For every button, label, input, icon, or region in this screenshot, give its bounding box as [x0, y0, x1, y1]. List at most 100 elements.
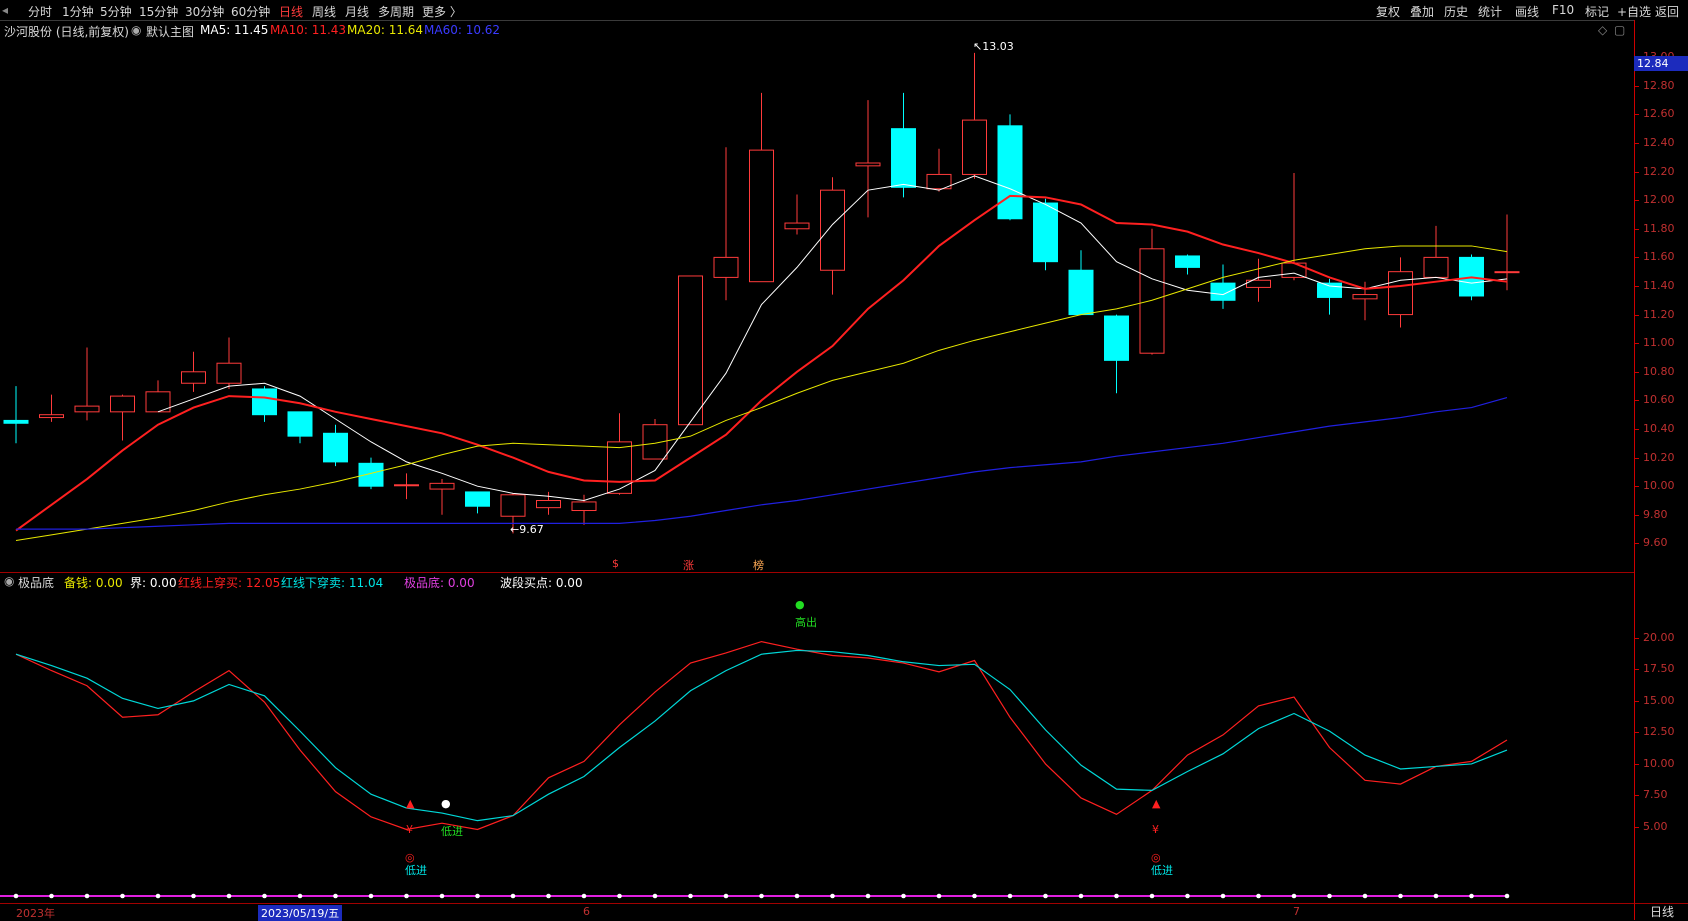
axis-tick-mark — [1635, 543, 1639, 544]
baseline-dot — [1434, 894, 1439, 899]
indicator-axis-label: 17.50 — [1643, 662, 1675, 675]
candle-body — [1353, 295, 1377, 299]
axis-tick-mark — [1635, 638, 1639, 639]
candle-body — [998, 126, 1022, 219]
baseline-dot — [156, 894, 161, 899]
candle-body — [1389, 272, 1413, 315]
price-axis-label: 9.60 — [1643, 536, 1668, 549]
axis-tick-mark — [1635, 315, 1639, 316]
ma-line-ma60 — [16, 398, 1507, 530]
event-mark-rise[interactable]: 涨 — [683, 557, 694, 573]
axis-tick-mark — [1635, 229, 1639, 230]
baseline-dot — [866, 894, 871, 899]
baseline-dot — [49, 894, 54, 899]
axis-tick-mark — [1635, 143, 1639, 144]
candle-body — [430, 483, 454, 489]
candle-body — [537, 501, 561, 508]
baseline-dot — [511, 894, 516, 899]
indicator-cyan-line — [16, 650, 1507, 820]
baseline-dot — [1398, 894, 1403, 899]
candle-body — [359, 463, 383, 486]
baseline-dot — [191, 894, 196, 899]
candle-body — [40, 415, 64, 418]
indicator-axis-label: 10.00 — [1643, 757, 1675, 770]
price-axis-label: 12.00 — [1643, 193, 1675, 206]
signal-high-out: 高出 — [795, 614, 817, 630]
price-axis-label: 10.00 — [1643, 479, 1675, 492]
axis-tick-mark — [1635, 286, 1639, 287]
price-axis-label: 11.20 — [1643, 308, 1675, 321]
baseline-dot — [1185, 894, 1190, 899]
baseline-dot — [937, 894, 942, 899]
candle-body — [892, 129, 916, 188]
signal-dot-green: ● — [795, 598, 805, 611]
candle-body — [821, 190, 845, 270]
candle-body — [75, 406, 99, 412]
candle-body — [217, 363, 241, 383]
candle-body — [1034, 203, 1058, 262]
baseline-dot — [653, 894, 658, 899]
signal-low-in-green: 低进 — [441, 823, 463, 839]
candle-body — [111, 396, 135, 412]
baseline-dot — [1079, 894, 1084, 899]
period-button[interactable]: 日线 — [1634, 903, 1688, 920]
price-axis-label: 11.00 — [1643, 336, 1675, 349]
candle-body — [1140, 249, 1164, 353]
candle-body — [1176, 256, 1200, 267]
high-price-value: 13.03 — [982, 40, 1014, 53]
baseline-dot — [475, 894, 480, 899]
baseline-dot — [617, 894, 622, 899]
baseline-dot — [14, 894, 19, 899]
low-price-marker: ←9.67 — [510, 523, 544, 536]
baseline-dot — [1292, 894, 1297, 899]
baseline-dot — [688, 894, 693, 899]
axis-tick-mark — [1635, 701, 1639, 702]
candle-body — [785, 223, 809, 229]
candle-body — [572, 502, 596, 511]
price-axis-label: 11.60 — [1643, 250, 1675, 263]
baseline-dot — [85, 894, 90, 899]
indicator-axis-label: 7.50 — [1643, 788, 1668, 801]
date-month-7: 7 — [1293, 905, 1300, 918]
candle-body — [1105, 316, 1129, 360]
baseline-dot — [1256, 894, 1261, 899]
low-price-value: 9.67 — [519, 523, 544, 536]
baseline-dot — [120, 894, 125, 899]
baseline-dot — [901, 894, 906, 899]
date-axis: 2023年 2023/05/19/五 6 7 — [0, 903, 1634, 920]
axis-tick-mark — [1635, 257, 1639, 258]
price-axis: 13.0012.8012.6012.4012.2012.0011.8011.60… — [1634, 20, 1688, 919]
low-arrow-icon: ← — [510, 523, 519, 536]
event-mark-dollar[interactable]: $ — [612, 557, 619, 570]
baseline-dot — [1150, 894, 1155, 899]
button-return[interactable]: 返回 — [1655, 3, 1679, 20]
kline-chart[interactable] — [0, 0, 1634, 919]
candle-body — [1318, 283, 1342, 297]
axis-tick-mark — [1635, 372, 1639, 373]
indicator-axis-label: 12.50 — [1643, 725, 1675, 738]
indicator-axis-label: 15.00 — [1643, 694, 1675, 707]
axis-tick-mark — [1635, 86, 1639, 87]
axis-tick-mark — [1635, 114, 1639, 115]
candle-body — [1424, 257, 1448, 277]
baseline-dot — [759, 894, 764, 899]
baseline-dot — [1327, 894, 1332, 899]
price-axis-label: 12.80 — [1643, 79, 1675, 92]
baseline-dot — [227, 894, 232, 899]
baseline-dot — [369, 894, 374, 899]
candle-body — [395, 485, 419, 486]
candle-body — [963, 120, 987, 174]
high-price-marker: ↖13.03 — [973, 40, 1014, 53]
axis-tick-mark — [1635, 429, 1639, 430]
candle-body — [182, 372, 206, 383]
baseline-dot — [546, 894, 551, 899]
event-mark-rank[interactable]: 榜 — [753, 557, 764, 573]
indicator-axis-label: 20.00 — [1643, 631, 1675, 644]
candle-body — [750, 150, 774, 282]
baseline-dot — [972, 894, 977, 899]
price-axis-label: 10.40 — [1643, 422, 1675, 435]
price-axis-label: 12.40 — [1643, 136, 1675, 149]
baseline-dot — [333, 894, 338, 899]
baseline-dot — [830, 894, 835, 899]
signal-white-dot: ● — [441, 797, 451, 810]
